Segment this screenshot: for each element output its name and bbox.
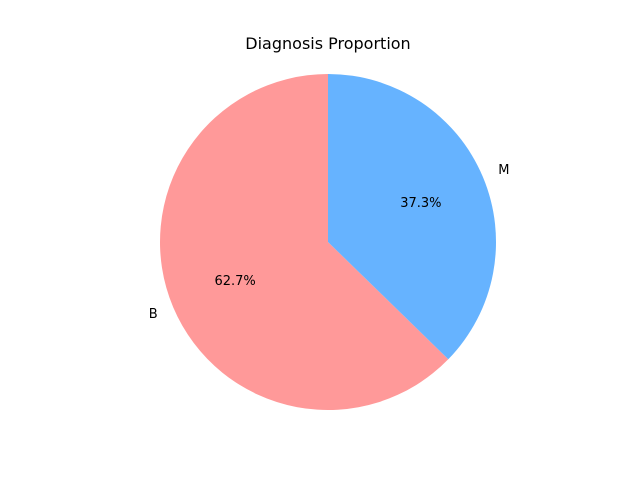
slice-label-m: M xyxy=(498,163,509,178)
slice-label-b: B xyxy=(149,307,158,322)
slice-percent-label-b: 62.7% xyxy=(214,274,255,289)
pie-slices xyxy=(160,74,497,410)
chart-title: Diagnosis Proportion xyxy=(245,34,410,53)
pie-labels: B 62.7% M 37.3% xyxy=(149,163,510,322)
pie-slice-b xyxy=(160,74,449,410)
slice-percent-label-m: 37.3% xyxy=(400,196,441,211)
pie-slice-m xyxy=(328,74,497,360)
